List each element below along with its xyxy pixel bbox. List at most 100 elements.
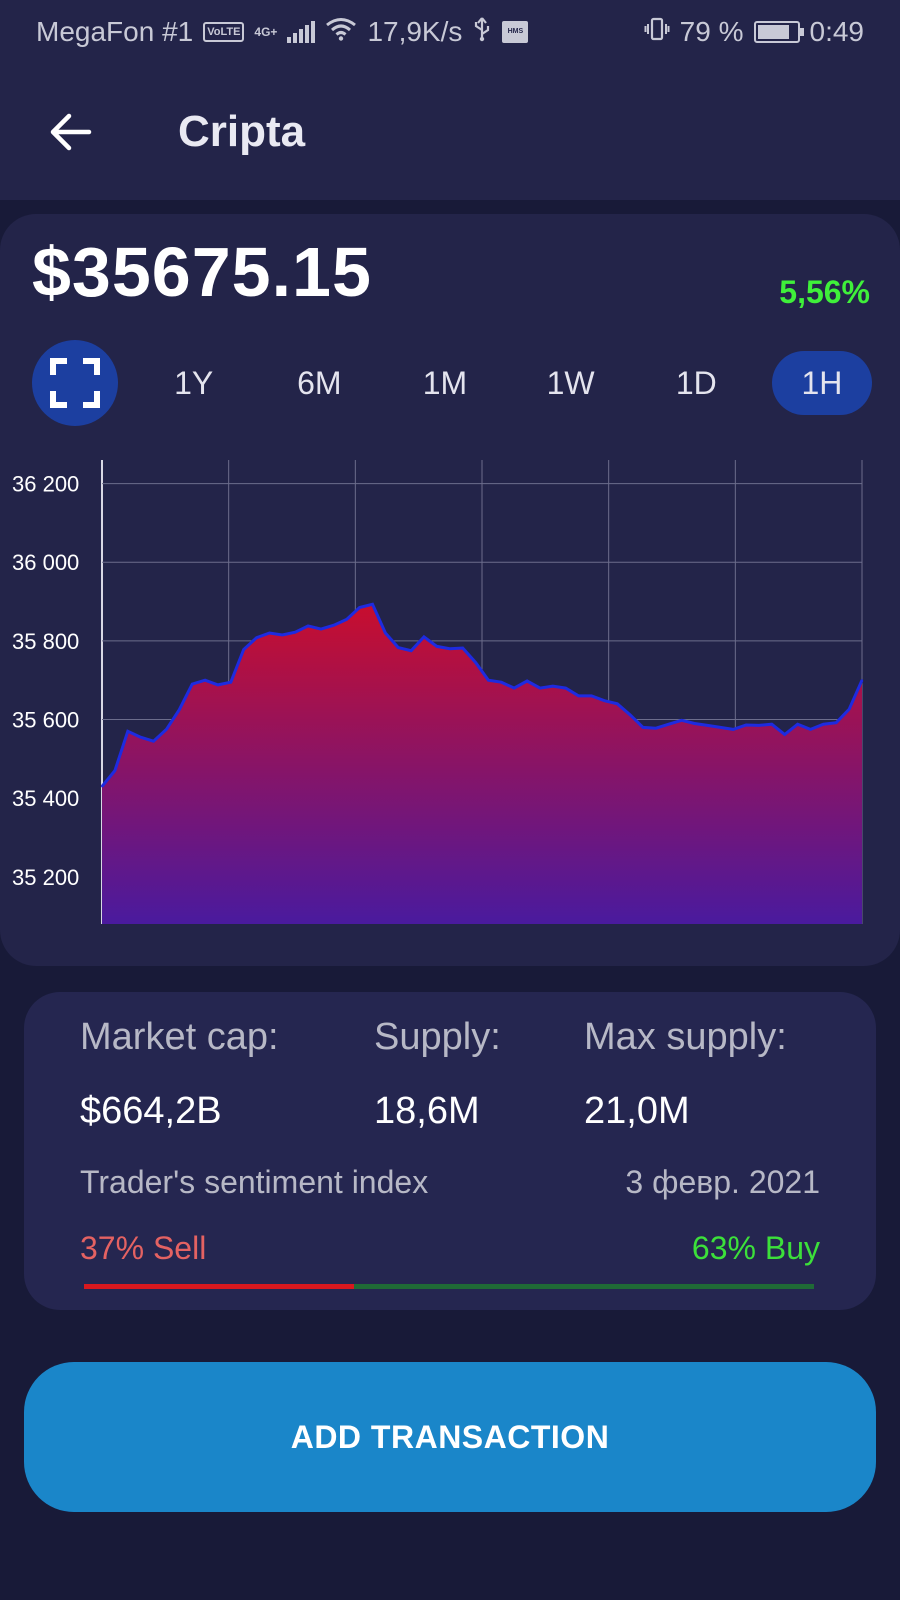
- range-6m[interactable]: 6M: [297, 364, 342, 401]
- back-button[interactable]: [36, 97, 106, 167]
- data-point: [551, 685, 554, 688]
- vibrate-icon: [644, 16, 670, 49]
- data-point: [848, 708, 851, 711]
- price-chart-svg: 35 200 35 400 35 600 35 800 36 000 36 200: [12, 460, 864, 924]
- y-tick-label: 35 400: [12, 786, 79, 811]
- battery-percent: 79 %: [679, 16, 744, 47]
- data-point: [474, 661, 477, 664]
- max-supply-value: 21,0M: [584, 1090, 690, 1132]
- data-point: [861, 679, 863, 682]
- data-point: [320, 628, 322, 631]
- data-point: [165, 728, 168, 731]
- status-bar-left: MegaFon #1 VoLTE 4G+ 17,9K/s HMS: [36, 16, 529, 49]
- range-1y[interactable]: 1Y: [174, 364, 214, 401]
- range-1h[interactable]: 1H: [771, 351, 872, 415]
- stats-card: Market cap: Supply: Max supply: $664,2B …: [24, 992, 876, 1310]
- fullscreen-button[interactable]: [32, 340, 118, 426]
- data-point: [358, 606, 361, 609]
- market-cap-value: $664,2B: [80, 1090, 222, 1132]
- y-tick-label: 36 000: [12, 550, 79, 575]
- price-area-fill: [102, 604, 862, 924]
- price-change: 5,56%: [779, 274, 870, 310]
- data-point: [809, 728, 812, 731]
- battery-icon: [753, 21, 804, 43]
- data-point: [500, 681, 503, 684]
- data-point: [719, 726, 722, 729]
- data-point: [242, 648, 245, 651]
- current-price: $35675.15: [32, 233, 372, 311]
- price-card: $35675.15 5,56% 1Y 6M 1M 1W 1D 1H 35 200…: [0, 214, 900, 966]
- data-point: [564, 687, 567, 690]
- signal-icon: [287, 21, 316, 43]
- sell-percent: 37% Sell: [80, 1230, 207, 1266]
- data-point: [101, 785, 103, 788]
- y-tick-label: 35 200: [12, 865, 79, 890]
- data-point: [397, 646, 400, 649]
- data-point: [680, 719, 683, 722]
- data-point: [732, 728, 735, 731]
- data-point: [345, 618, 348, 621]
- buy-percent: 63% Buy: [691, 1230, 820, 1266]
- data-point: [822, 723, 825, 726]
- y-tick-label: 35 600: [12, 708, 79, 733]
- clock: 0:49: [809, 16, 865, 47]
- sentiment-bar-sell: [84, 1284, 355, 1289]
- data-point: [281, 634, 284, 636]
- data-point: [745, 724, 748, 726]
- data-point: [410, 649, 413, 652]
- data-point: [152, 740, 155, 743]
- supply-label: Supply:: [374, 1016, 501, 1058]
- data-point: [667, 723, 670, 726]
- price-chart[interactable]: 35 200 35 400 35 600 35 800 36 000 36 200: [0, 446, 900, 946]
- data-point: [706, 724, 709, 727]
- usb-icon: [472, 16, 492, 49]
- data-point: [435, 645, 438, 648]
- add-transaction-button[interactable]: ADD TRANSACTION: [24, 1362, 876, 1512]
- data-point: [229, 681, 232, 684]
- data-point: [216, 683, 219, 686]
- data-point: [629, 713, 632, 716]
- wifi-icon: [325, 16, 357, 48]
- data-point: [255, 636, 258, 639]
- sentiment-date: 3 февр. 2021: [625, 1164, 820, 1200]
- data-point: [126, 730, 129, 733]
- range-1d[interactable]: 1D: [675, 364, 717, 401]
- market-cap-label: Market cap:: [80, 1016, 279, 1058]
- sentiment-label: Trader's sentiment index: [80, 1164, 429, 1200]
- range-1m[interactable]: 1M: [422, 364, 468, 401]
- status-bar-right: 79 % 0:49: [644, 16, 864, 49]
- app-bar: Cripta: [0, 64, 900, 200]
- data-point: [371, 603, 374, 606]
- data-point: [513, 687, 516, 690]
- range-1w[interactable]: 1W: [546, 364, 595, 401]
- data-point: [487, 679, 490, 682]
- y-tick-label: 36 200: [12, 472, 79, 497]
- hms-icon: HMS: [502, 21, 529, 43]
- network-type: 4G+: [254, 25, 278, 39]
- data-point: [577, 694, 580, 697]
- page-title: Cripta: [178, 107, 306, 156]
- data-point: [423, 635, 425, 638]
- data-point: [461, 647, 464, 649]
- data-point: [616, 702, 619, 705]
- data-point: [448, 647, 451, 650]
- data-point: [693, 722, 696, 725]
- volte-icon: VoLTE: [203, 22, 245, 42]
- fullscreen-icon: [50, 358, 100, 408]
- data-point: [178, 708, 181, 711]
- max-supply-label: Max supply:: [584, 1016, 787, 1058]
- arrow-left-icon: [50, 113, 92, 151]
- supply-value: 18,6M: [374, 1090, 480, 1132]
- sentiment-bar: [84, 1284, 814, 1289]
- data-point: [796, 723, 799, 726]
- price-line: [100, 602, 864, 788]
- data-point: [307, 624, 310, 627]
- data-point: [783, 733, 786, 736]
- data-point: [654, 727, 657, 730]
- data-point: [539, 687, 541, 690]
- data-point: [113, 769, 116, 772]
- data-point: [835, 721, 838, 724]
- data-point: [139, 736, 142, 739]
- data-point: [757, 724, 760, 727]
- status-bar: MegaFon #1 VoLTE 4G+ 17,9K/s HMS 79 % 0:…: [0, 0, 900, 64]
